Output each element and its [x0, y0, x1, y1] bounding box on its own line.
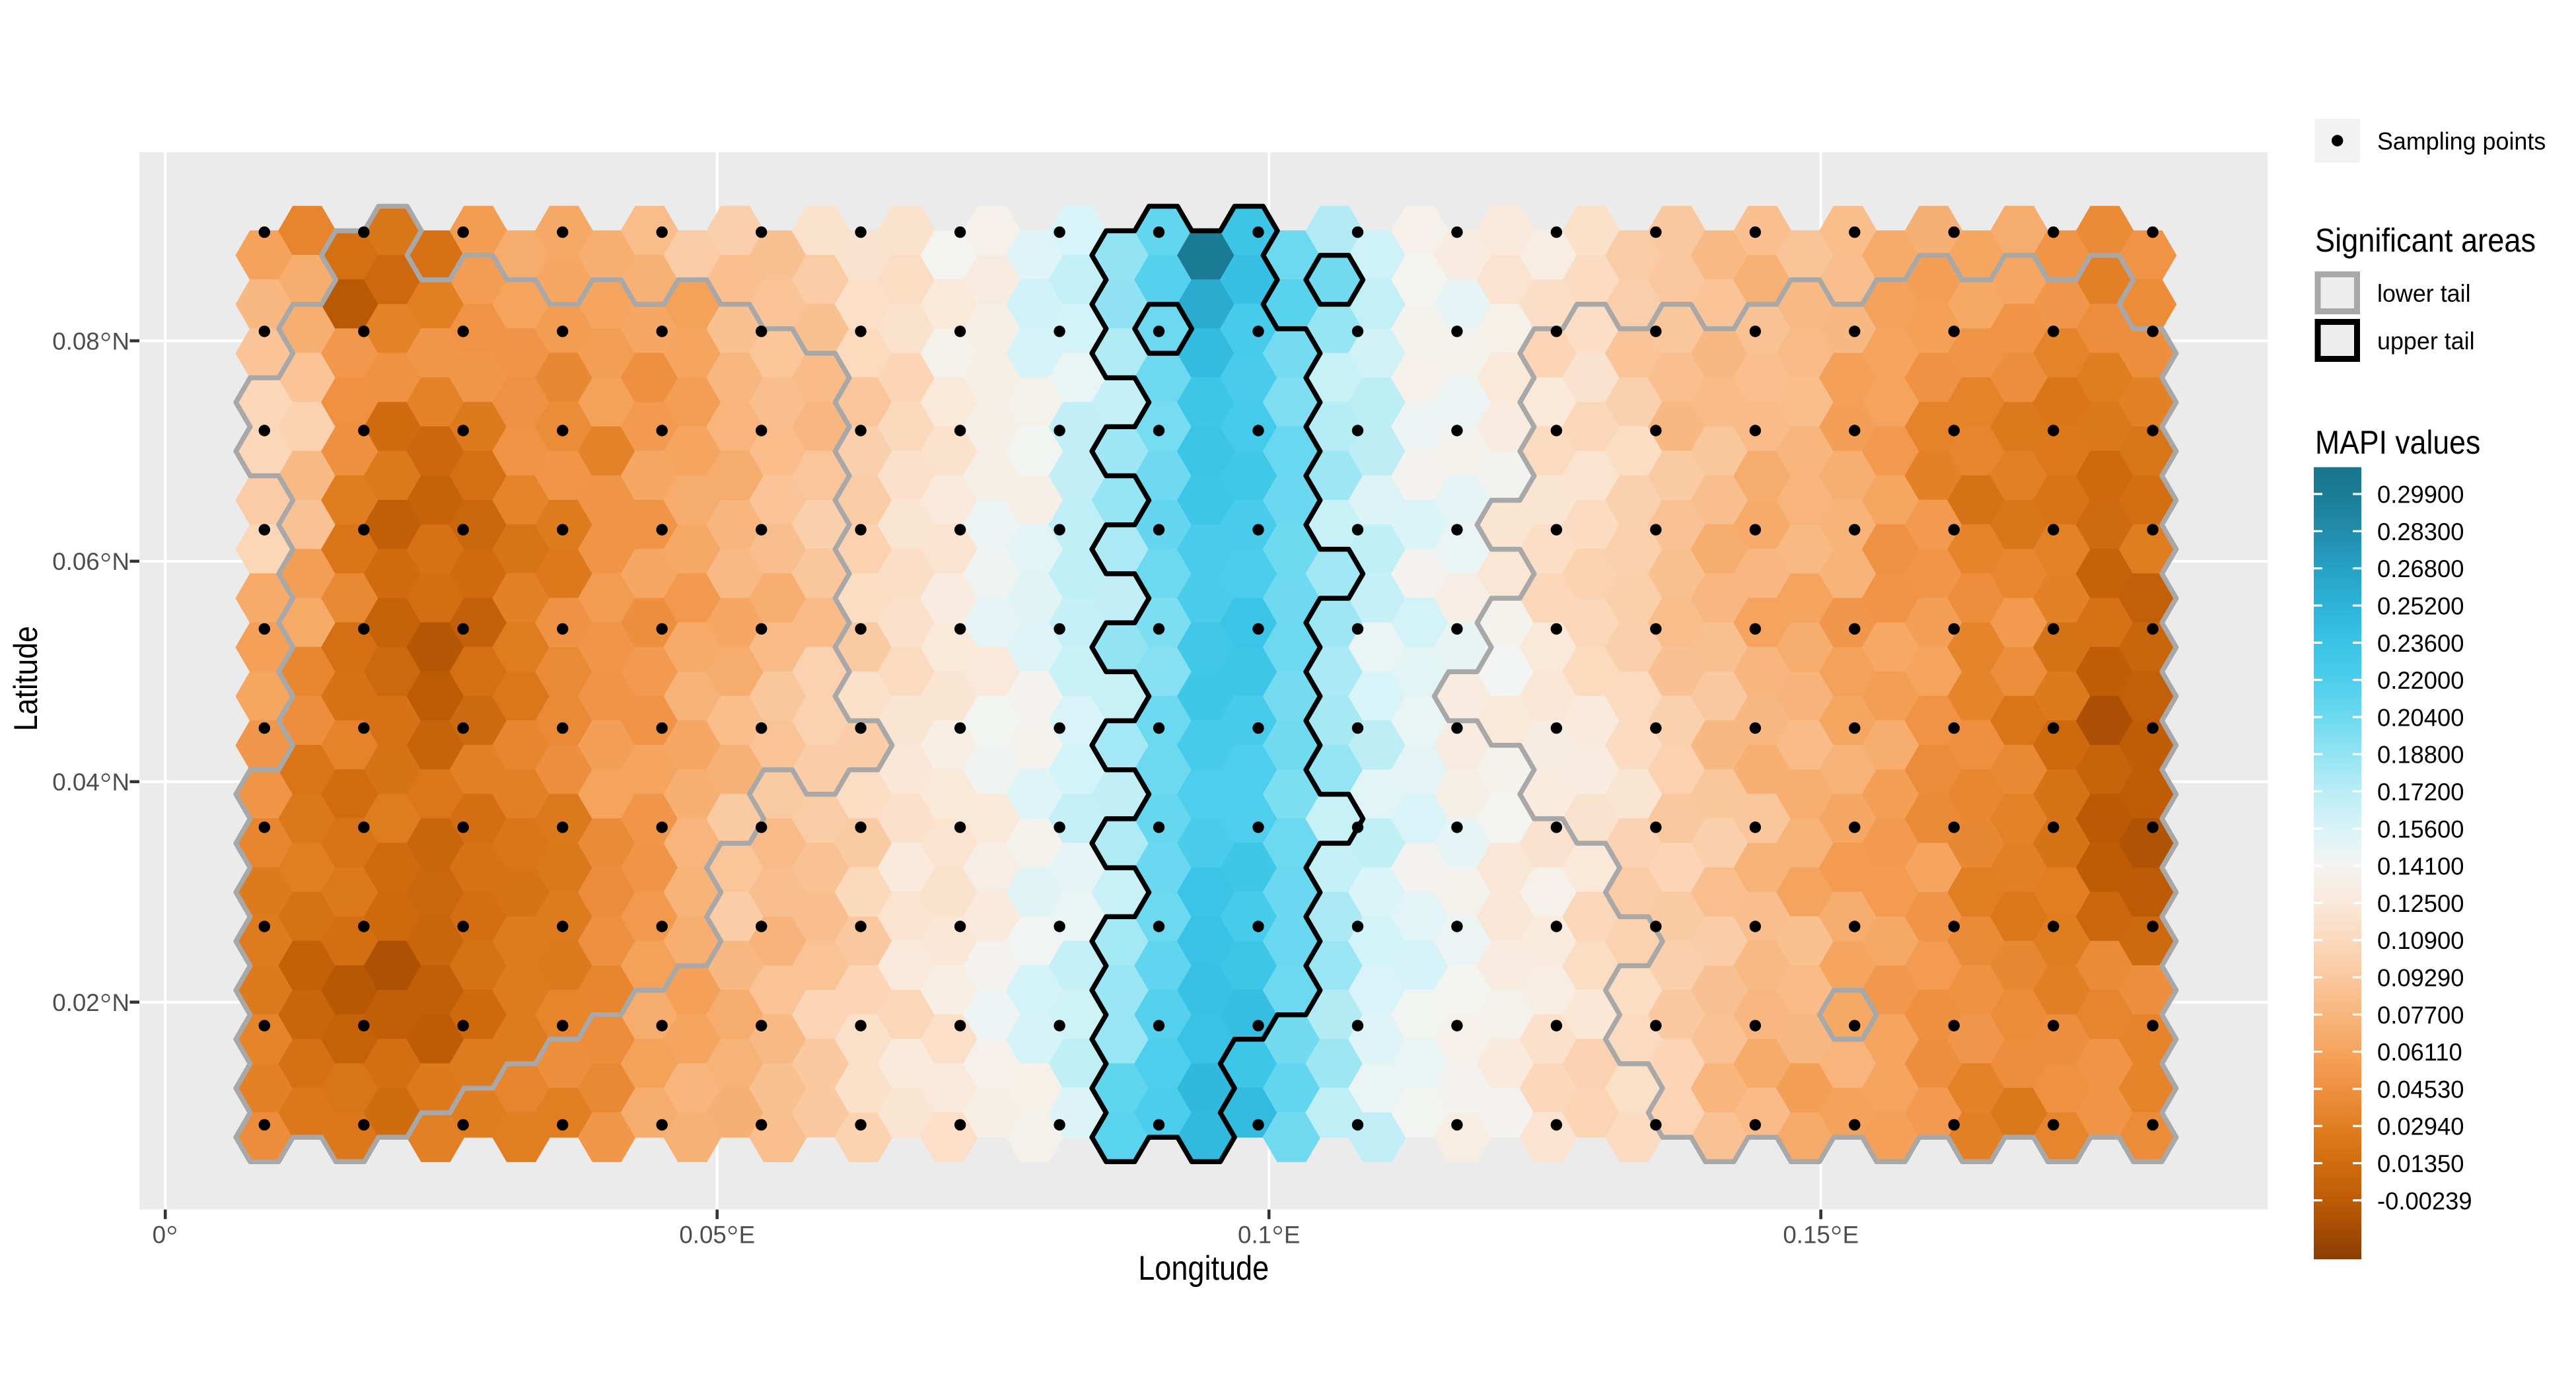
svg-text:0.14100: 0.14100: [2377, 852, 2464, 880]
svg-text:upper tail: upper tail: [2377, 328, 2475, 355]
svg-text:0.07700: 0.07700: [2377, 1001, 2464, 1029]
svg-text:0.17200: 0.17200: [2377, 779, 2464, 806]
svg-text:0.29900: 0.29900: [2377, 481, 2464, 508]
svg-text:0.02940: 0.02940: [2377, 1113, 2464, 1140]
svg-text:0.01350: 0.01350: [2377, 1150, 2464, 1178]
svg-text:MAPI values: MAPI values: [2315, 424, 2480, 461]
svg-text:0.22000: 0.22000: [2377, 667, 2464, 695]
svg-text:0.25200: 0.25200: [2377, 592, 2464, 620]
svg-text:0.10900: 0.10900: [2377, 927, 2464, 955]
svg-text:Significant areas: Significant areas: [2315, 223, 2536, 260]
svg-text:-0.00239: -0.00239: [2377, 1187, 2472, 1215]
svg-text:Sampling points: Sampling points: [2377, 127, 2546, 155]
svg-text:lower tail: lower tail: [2377, 280, 2471, 308]
svg-text:0.28300: 0.28300: [2377, 518, 2464, 545]
svg-text:0.18800: 0.18800: [2377, 741, 2464, 769]
svg-text:0.26800: 0.26800: [2377, 555, 2464, 583]
svg-text:0.04530: 0.04530: [2377, 1076, 2464, 1103]
svg-text:0.09290: 0.09290: [2377, 964, 2464, 992]
svg-text:Latitude: Latitude: [8, 626, 45, 731]
svg-text:Longitude: Longitude: [1138, 1249, 1269, 1287]
svg-text:0.12500: 0.12500: [2377, 889, 2464, 917]
svg-text:0.20400: 0.20400: [2377, 704, 2464, 732]
svg-text:0◦: 0◦: [153, 1210, 178, 1250]
svg-text:0.23600: 0.23600: [2377, 629, 2464, 657]
svg-text:0.06110: 0.06110: [2377, 1039, 2462, 1066]
svg-text:0.15600: 0.15600: [2377, 816, 2464, 843]
